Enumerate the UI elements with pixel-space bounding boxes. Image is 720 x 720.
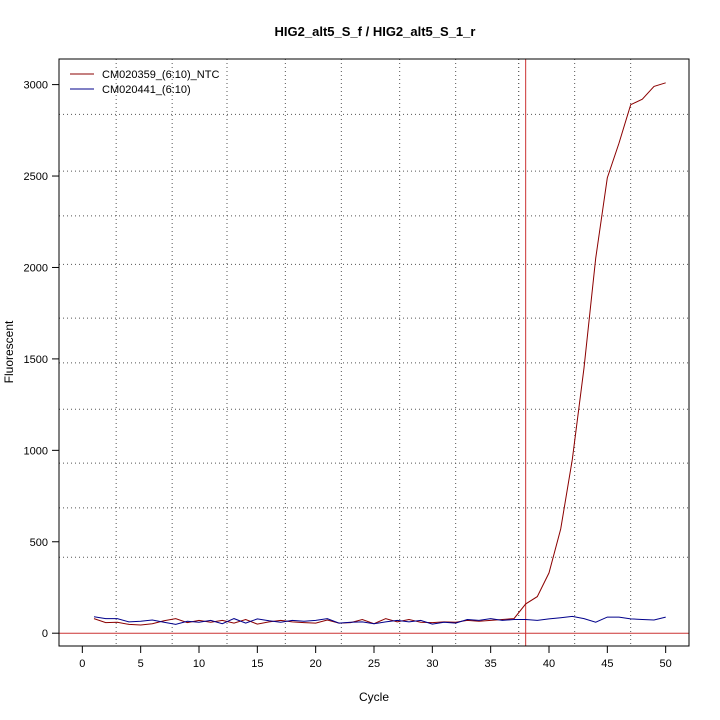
x-tick-label: 0 [79,658,85,670]
y-tick-label: 500 [30,537,48,549]
grid [59,59,689,646]
y-tick-label: 0 [42,628,48,640]
y-tick-label: 3000 [24,80,48,92]
x-tick-label: 10 [193,658,205,670]
reference-lines [59,59,689,646]
x-axis: 0 5 10 15 20 25 30 35 40 45 50 [79,645,672,670]
y-tick-label: 1500 [24,354,48,366]
x-tick-label: 50 [660,658,672,670]
y-tick-label: 2000 [24,262,48,274]
y-axis-label: Fluorescent [2,320,16,383]
series-line-1 [93,82,666,626]
x-tick-label: 35 [485,658,497,670]
plot-frame [58,58,690,647]
y-tick-label: 1000 [24,445,48,457]
x-tick-label: 30 [426,658,438,670]
legend-label-2: CM020441_(6:10) [102,84,191,96]
y-tick-label: 2500 [24,171,48,183]
legend-label-1: CM020359_(6:10)_NTC [102,69,219,81]
y-axis: 0 500 1000 1500 2000 2500 3000 [24,80,60,640]
x-tick-label: 5 [138,658,144,670]
x-tick-label: 15 [251,658,263,670]
chart-title: HIG2_alt5_S_f / HIG2_alt5_S_1_r [275,24,476,39]
series-lines [93,82,666,626]
x-axis-label: Cycle [359,690,389,704]
x-tick-label: 45 [601,658,613,670]
x-tick-label: 25 [368,658,380,670]
x-tick-label: 40 [543,658,555,670]
legend: CM020359_(6:10)_NTC CM020441_(6:10) [70,69,219,96]
x-tick-label: 20 [310,658,322,670]
series-line-2 [93,615,666,625]
